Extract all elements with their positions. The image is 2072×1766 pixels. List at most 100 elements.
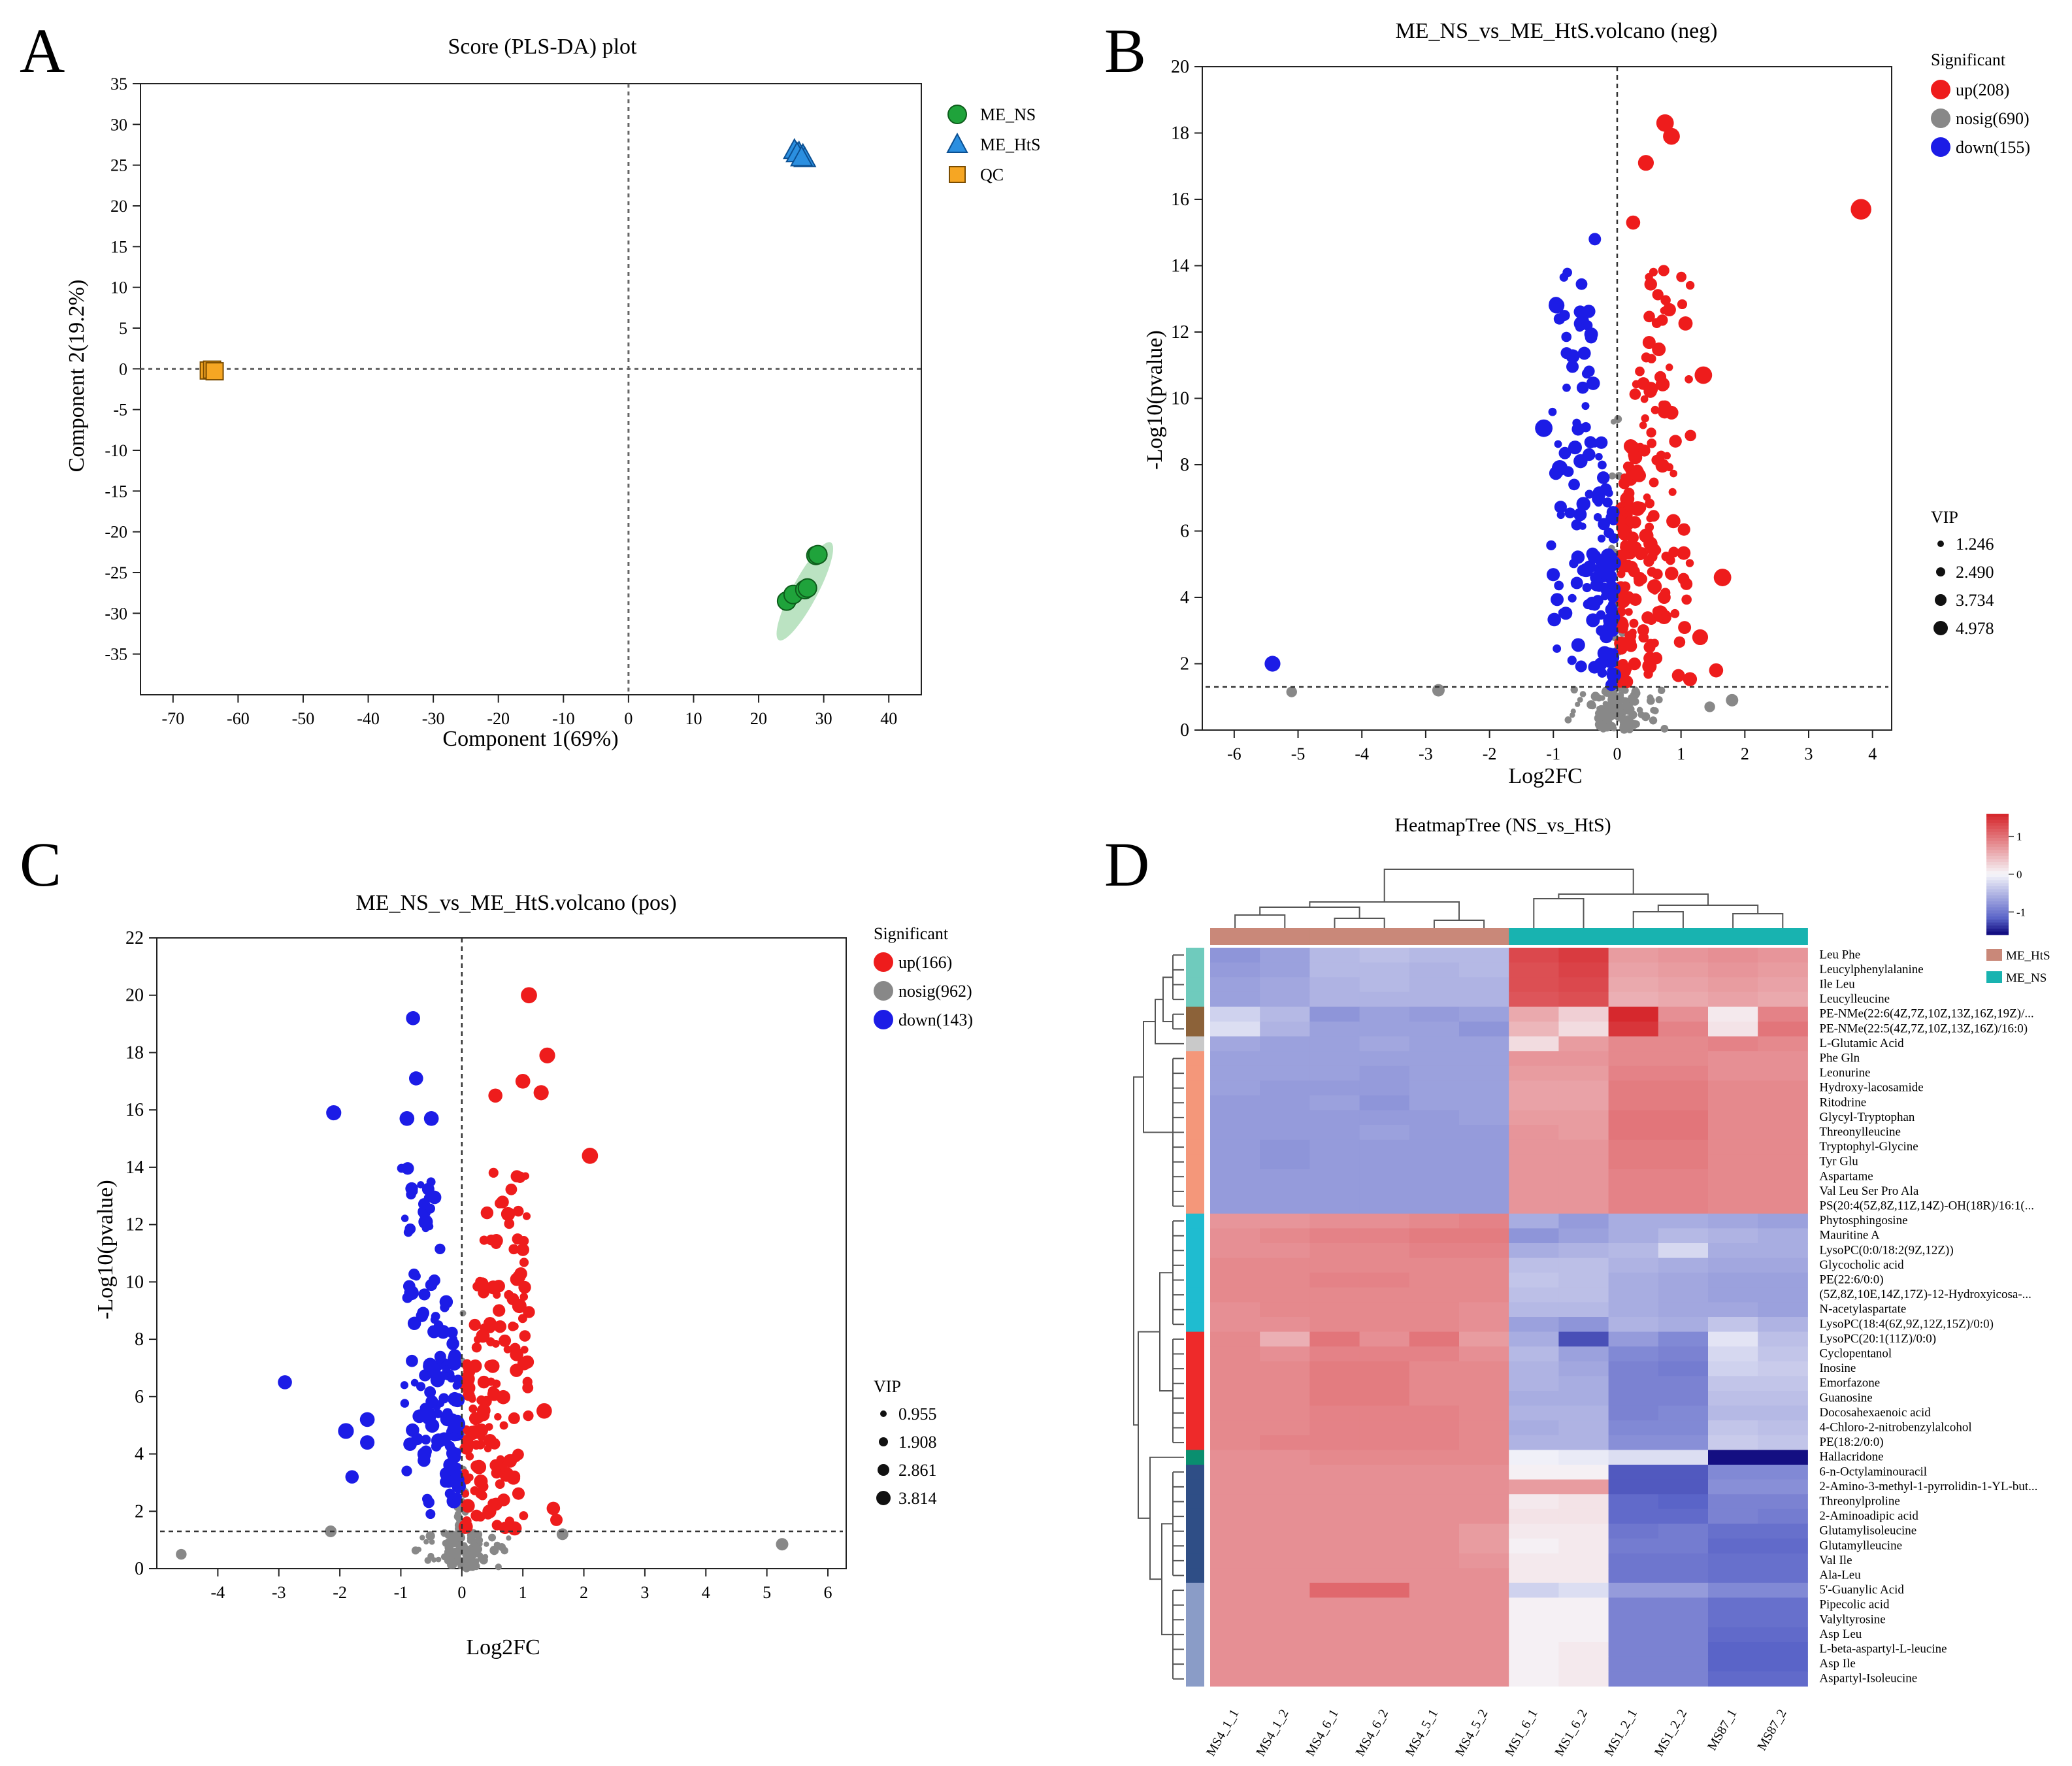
- volpos-vip-label: 0.955: [898, 1405, 937, 1424]
- heatmap-cell: [1359, 1346, 1410, 1362]
- volneg-point-up: [1639, 528, 1654, 543]
- volpos-title: ME_NS_vs_ME_HtS.volcano (pos): [355, 891, 676, 915]
- heatmap-cell: [1260, 1199, 1310, 1214]
- heatmap-cell: [1608, 1154, 1659, 1170]
- heatmap-cell: [1210, 1627, 1260, 1642]
- heatmap-column-label: MS4_1_2: [1253, 1707, 1292, 1759]
- heatmap-cluster-cell: [1186, 1361, 1204, 1376]
- heatmap-cell: [1658, 1080, 1709, 1096]
- heatmap-cell: [1459, 1539, 1509, 1554]
- heatmap-cell: [1558, 1420, 1609, 1436]
- heatmap-cell: [1558, 1199, 1609, 1214]
- heatmap-cell: [1708, 1612, 1758, 1628]
- heatmap-cell: [1758, 1199, 1808, 1214]
- volneg-point-up: [1633, 571, 1646, 585]
- heatmap-cell: [1758, 1597, 1808, 1613]
- volneg-vip-marker: [1935, 594, 1947, 606]
- heatmap-cell: [1558, 1524, 1609, 1539]
- heatmap-cell: [1658, 1036, 1709, 1052]
- heatmap-cell: [1708, 1243, 1758, 1259]
- heatmap-cell: [1260, 1391, 1310, 1407]
- pls-point-me-ns-3: [797, 578, 817, 598]
- heatmap-cluster-cell: [1186, 1169, 1204, 1185]
- volneg-legend-marker: [1931, 108, 1950, 128]
- volneg-point-up: [1646, 427, 1656, 438]
- volneg-point-down: [1575, 322, 1585, 332]
- heatmap-cell: [1509, 1553, 1559, 1569]
- volneg-point-up: [1685, 280, 1695, 290]
- volpos-vip-label: 3.814: [898, 1489, 937, 1508]
- heatmap-cell: [1409, 1110, 1460, 1125]
- heatmap-row-label: Asp Ile: [1819, 1657, 1855, 1671]
- heatmap-cell: [1658, 1568, 1709, 1584]
- heatmap-cluster-cell: [1186, 1553, 1204, 1569]
- heatmap-cell: [1758, 1553, 1808, 1569]
- heatmap-scale-band: [1986, 838, 2009, 842]
- heatmap-row-label: LysoPC(20:1(11Z)/0:0): [1819, 1332, 1936, 1346]
- volneg-point-up: [1624, 608, 1633, 616]
- volpos-point-nosig: [501, 1546, 508, 1555]
- heatmap-cell: [1309, 1051, 1360, 1067]
- volpos-ytick-label: 0: [135, 1559, 144, 1579]
- heatmap-cell: [1459, 1612, 1509, 1628]
- heatmap-cell: [1509, 1376, 1559, 1391]
- volneg-point-up: [1673, 636, 1686, 648]
- volpos-point-nosig: [447, 1561, 455, 1569]
- volneg-legend-title: Significant: [1931, 50, 2006, 69]
- heatmap-cell: [1459, 1243, 1509, 1259]
- heatmap-cell: [1708, 1465, 1758, 1480]
- heatmap-cell: [1359, 1228, 1410, 1244]
- heatmap-cell: [1210, 1287, 1260, 1303]
- heatmap-cluster-cell: [1186, 1524, 1204, 1539]
- pls-xtick-label: -10: [552, 709, 575, 728]
- volneg-point-down: [1568, 478, 1580, 491]
- heatmap-row-label: Valyltyrosine: [1819, 1612, 1885, 1626]
- volneg-point-nosig: [1646, 696, 1655, 705]
- volneg-xtick-label: -1: [1546, 744, 1560, 763]
- heatmap-cell: [1409, 1391, 1460, 1407]
- heatmap-column-label: MS1_6_2: [1552, 1707, 1590, 1759]
- heatmap-cell: [1608, 1568, 1659, 1584]
- heatmap-cell: [1359, 1051, 1410, 1067]
- heatmap-cell: [1459, 1597, 1509, 1613]
- heatmap-cell: [1558, 991, 1609, 1007]
- heatmap-scale-label: -1: [2016, 906, 2026, 918]
- heatmap-cell: [1409, 1539, 1460, 1554]
- pls-ytick-label: 15: [110, 237, 127, 256]
- heatmap-cell: [1210, 1331, 1260, 1347]
- heatmap-cell: [1758, 1671, 1808, 1687]
- heatmap-cell: [1558, 1627, 1609, 1642]
- heatmap-cell: [1509, 1287, 1559, 1303]
- heatmap-cell: [1409, 1317, 1460, 1333]
- heatmap-cell: [1409, 1627, 1460, 1642]
- heatmap-cell: [1758, 1420, 1808, 1436]
- heatmap-cell: [1459, 1361, 1509, 1376]
- volneg-point-up: [1685, 375, 1693, 384]
- volpos-xtick-label: 6: [823, 1583, 832, 1602]
- volneg-point-up: [1658, 265, 1669, 276]
- heatmap-cell: [1260, 1539, 1310, 1554]
- heatmap-cell: [1509, 1465, 1559, 1480]
- volneg-point-up: [1644, 278, 1657, 291]
- volneg-point-down: [1607, 673, 1616, 682]
- volneg-point-up: [1713, 569, 1732, 586]
- heatmap-cell: [1459, 1450, 1509, 1465]
- heatmap-scale-band: [1986, 820, 2009, 824]
- volneg-legend-marker: [1931, 80, 1950, 99]
- heatmap-cell: [1309, 1095, 1360, 1111]
- heatmap-cell: [1359, 1317, 1410, 1333]
- heatmap-color-scale: 1 0 -1: [1986, 814, 2026, 935]
- heatmap-cell: [1708, 1258, 1758, 1273]
- volneg-point-up: [1681, 594, 1692, 605]
- volpos-point-down: [433, 1408, 443, 1418]
- heatmap-row-root: [1133, 1076, 1143, 1426]
- heatmap-cluster-cell: [1186, 1258, 1204, 1273]
- heatmap-cell: [1309, 1317, 1360, 1333]
- heatmap-cell: [1509, 1405, 1559, 1421]
- heatmap-cell: [1658, 991, 1709, 1007]
- heatmap-cell: [1260, 1627, 1310, 1642]
- heatmap-cell: [1509, 1317, 1559, 1333]
- heatmap-cluster-cell: [1186, 1450, 1204, 1465]
- volneg-point-down: [1588, 661, 1601, 674]
